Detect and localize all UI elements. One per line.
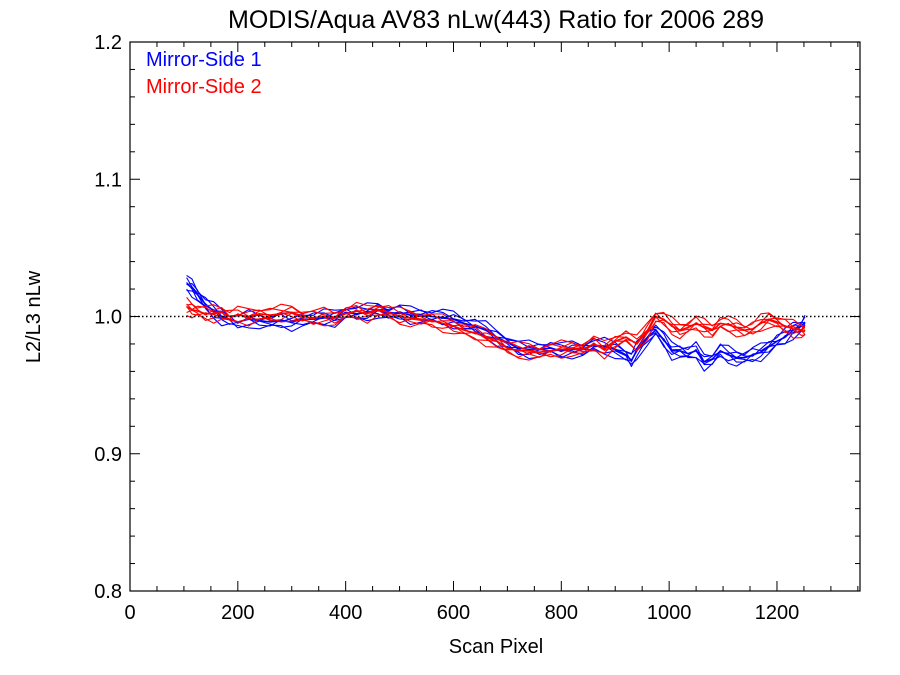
series-scan-line [186,288,806,372]
chart-title: MODIS/Aqua AV83 nLw(443) Ratio for 2006 … [228,6,764,34]
x-tick-label: 800 [545,602,578,624]
series-scan-line [186,282,806,366]
series-layer [186,274,806,372]
series-scan-line [186,283,806,363]
series-scan-line [186,313,806,361]
legend-entry: Mirror-Side 1 [146,49,262,71]
legend-entry: Mirror-Side 2 [146,76,262,98]
y-tick-label: 1.0 [94,307,122,329]
y-tick-label: 1.2 [94,32,122,54]
x-tick-label: 1200 [755,602,800,624]
legend: Mirror-Side 1 Mirror-Side 2 [146,49,262,98]
series-2 [186,296,806,361]
y-tick-label: 1.1 [94,169,122,191]
series-scan-line [186,303,806,352]
x-tick-label: 600 [437,602,470,624]
series-scan-line [186,305,806,358]
y-tick-label: 0.9 [94,444,122,466]
x-tick-label: 200 [221,602,254,624]
series-line [186,282,806,363]
y-axis-label: L2/L3 nLw [23,270,45,363]
x-tick-label: 400 [329,602,362,624]
y-tick-label: 0.8 [94,581,122,603]
x-axis-label: Scan Pixel [449,636,544,658]
x-tick-label: 1000 [647,602,692,624]
series-1 [186,274,806,372]
axes-layer: 0 200 400 600 800 1000 1200 0.8 0.9 1.0 1.1 1.2 [94,32,861,624]
series-scan-line [186,296,806,350]
x-tick-label: 0 [124,602,135,624]
series-scan-line [186,289,806,368]
